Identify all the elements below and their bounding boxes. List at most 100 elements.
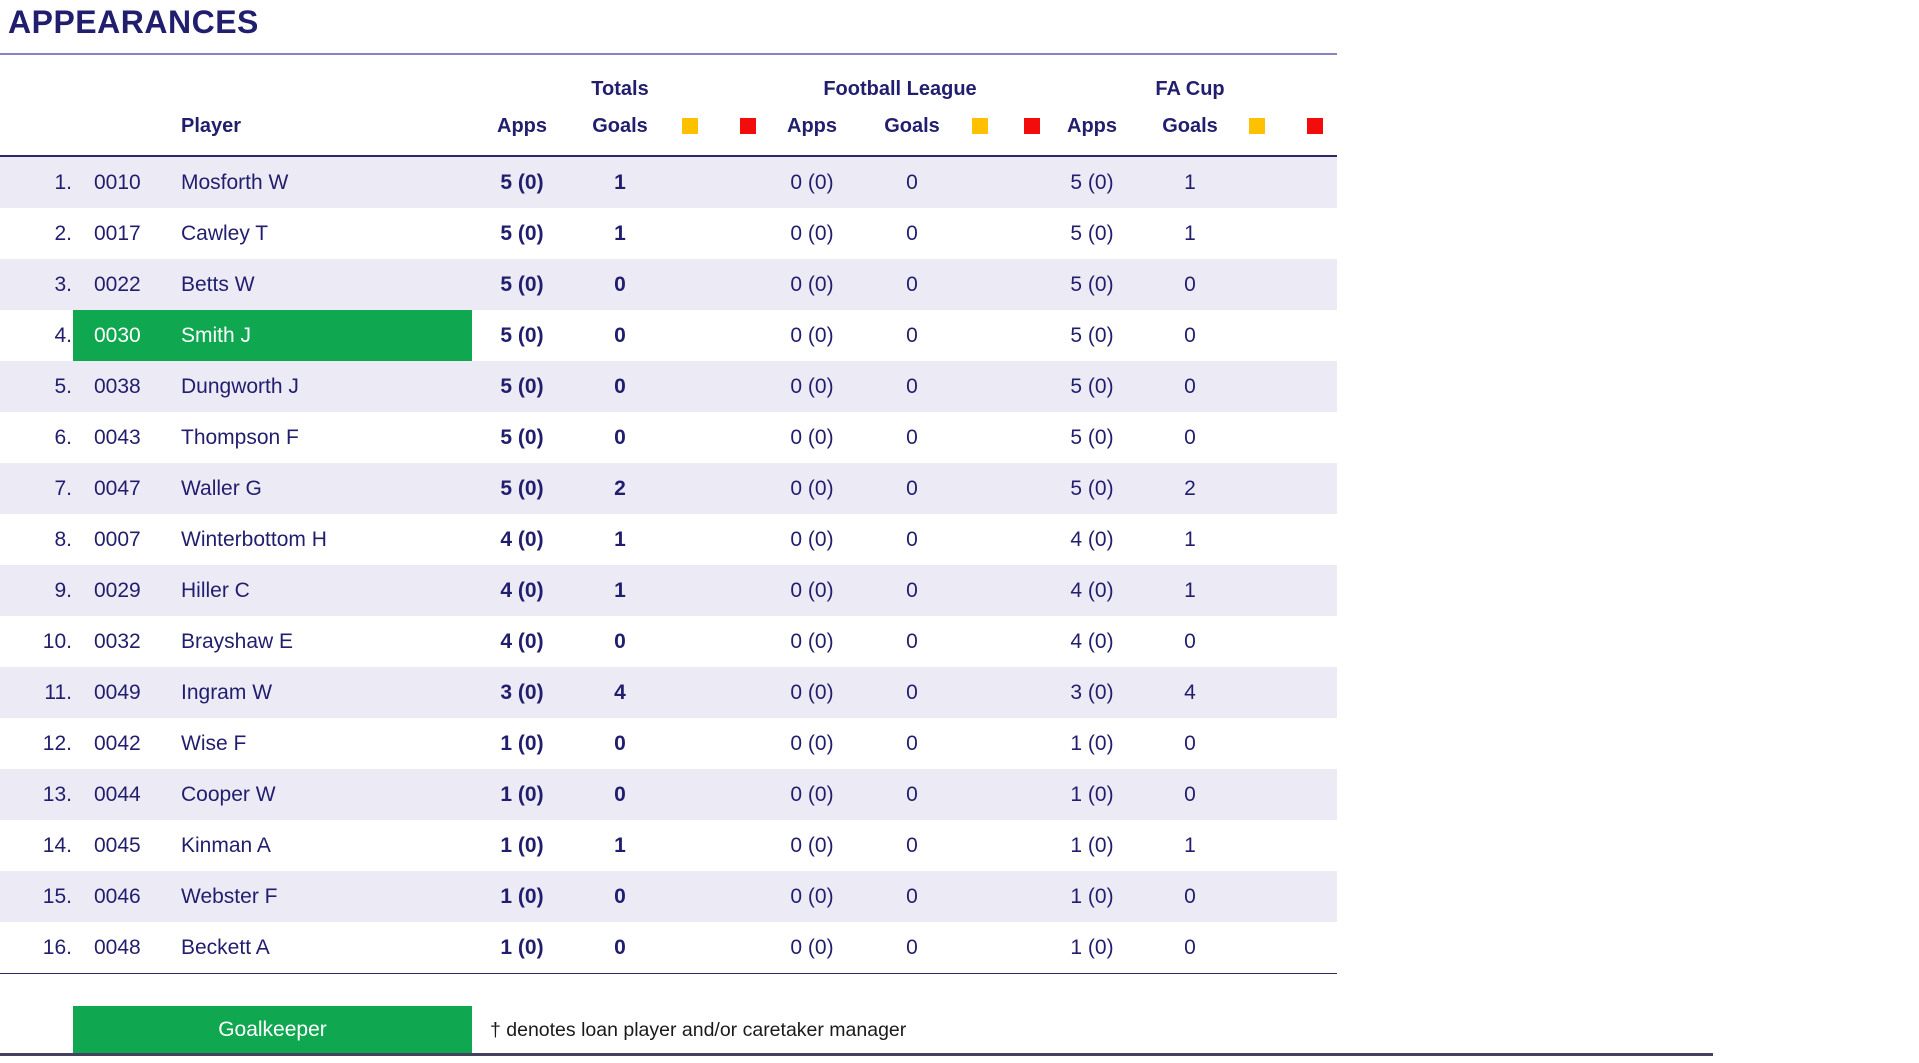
facup-apps-cell: 5 (0)	[1070, 375, 1114, 398]
player-id-cell: 0042	[94, 732, 141, 755]
fl-goals-cell: 0	[906, 171, 918, 194]
facup-apps-cell: 5 (0)	[1070, 477, 1114, 500]
fl-goals-cell: 0	[906, 579, 918, 602]
totals-goals-cell: 4	[614, 681, 626, 704]
footnote-text: † denotes loan player and/or caretaker m…	[490, 1019, 907, 1041]
totals-apps-cell: 4 (0)	[500, 528, 544, 551]
facup-apps-cell: 1 (0)	[1070, 885, 1114, 908]
totals-goals-cell: 1	[614, 528, 626, 551]
totals-goals-cell: 0	[614, 732, 626, 755]
fl-apps-cell: 0 (0)	[790, 528, 834, 551]
yellow-card-icon	[682, 118, 698, 134]
player-name-cell: Ingram W	[181, 681, 273, 704]
player-name-cell: Mosforth W	[181, 171, 289, 194]
totals-goals-cell: 0	[614, 885, 626, 908]
fl-goals-cell: 0	[906, 732, 918, 755]
totals-apps-cell: 3 (0)	[500, 681, 544, 704]
fl-apps-cell: 0 (0)	[790, 783, 834, 806]
player-name-cell: Beckett A	[181, 936, 270, 959]
totals-apps-cell: 5 (0)	[500, 171, 544, 194]
table-row: 16. 0048 Beckett A 1 (0) 0 0 (0) 0 1 (0)…	[0, 922, 1337, 973]
rank-cell: 7.	[54, 477, 72, 500]
player-name-cell: Cawley T	[181, 222, 269, 245]
header-rule	[0, 155, 1337, 157]
table-row: 5. 0038 Dungworth J 5 (0) 0 0 (0) 0 5 (0…	[0, 361, 1337, 412]
column-header-player: Player	[181, 115, 242, 137]
facup-apps-cell: 1 (0)	[1070, 834, 1114, 857]
fl-goals-cell: 0	[906, 834, 918, 857]
totals-goals-cell: 1	[614, 579, 626, 602]
player-id-cell: 0022	[94, 273, 141, 296]
facup-apps-cell: 4 (0)	[1070, 630, 1114, 653]
facup-goals-cell: 0	[1184, 324, 1196, 347]
totals-apps-cell: 5 (0)	[500, 426, 544, 449]
player-name-cell: Webster F	[181, 885, 278, 908]
table-row: 1. 0010 Mosforth W 5 (0) 1 0 (0) 0 5 (0)…	[0, 157, 1337, 208]
player-name-cell: Betts W	[181, 273, 255, 296]
totals-apps-cell: 4 (0)	[500, 579, 544, 602]
goalkeeper-highlight	[73, 310, 472, 361]
player-name-cell: Thompson F	[181, 426, 299, 449]
table-bottom-rule	[0, 973, 1337, 974]
fl-apps-cell: 0 (0)	[790, 222, 834, 245]
player-id-cell: 0010	[94, 171, 141, 194]
legend-goalkeeper-swatch: Goalkeeper	[73, 1006, 472, 1054]
group-header-football-league: Football League	[823, 78, 977, 100]
rank-cell: 15.	[42, 885, 72, 908]
player-name-cell: Cooper W	[181, 783, 276, 806]
rank-cell: 2.	[54, 222, 72, 245]
facup-goals-cell: 0	[1184, 885, 1196, 908]
fl-apps-cell: 0 (0)	[790, 426, 834, 449]
player-id-cell: 0047	[94, 477, 141, 500]
column-header-fl-apps: Apps	[787, 115, 837, 137]
player-id-cell: 0007	[94, 528, 141, 551]
fl-apps-cell: 0 (0)	[790, 681, 834, 704]
totals-goals-cell: 1	[614, 222, 626, 245]
totals-goals-cell: 0	[614, 630, 626, 653]
table-row: 3. 0022 Betts W 5 (0) 0 0 (0) 0 5 (0) 0	[0, 259, 1337, 310]
page-title: APPEARANCES	[8, 4, 259, 40]
table-row: 4. 0030 Smith J 5 (0) 0 0 (0) 0 5 (0) 0	[0, 310, 1337, 361]
group-header-fa-cup: FA Cup	[1155, 78, 1225, 100]
fl-goals-cell: 0	[906, 375, 918, 398]
fl-goals-cell: 0	[906, 477, 918, 500]
page-bottom-rule	[0, 1053, 1713, 1056]
facup-goals-cell: 4	[1184, 681, 1196, 704]
facup-apps-cell: 5 (0)	[1070, 426, 1114, 449]
facup-goals-cell: 0	[1184, 936, 1196, 959]
table-row: 9. 0029 Hiller C 4 (0) 1 0 (0) 0 4 (0) 1	[0, 565, 1337, 616]
player-name-cell: Brayshaw E	[181, 630, 294, 653]
column-header-facup-apps: Apps	[1067, 115, 1117, 137]
totals-goals-cell: 1	[614, 171, 626, 194]
fl-goals-cell: 0	[906, 222, 918, 245]
rank-cell: 5.	[54, 375, 72, 398]
rank-cell: 9.	[54, 579, 72, 602]
totals-apps-cell: 5 (0)	[500, 273, 544, 296]
facup-goals-cell: 1	[1184, 834, 1196, 857]
player-name-cell: Waller G	[181, 477, 262, 500]
fl-apps-cell: 0 (0)	[790, 630, 834, 653]
player-id-cell: 0049	[94, 681, 141, 704]
player-id-cell: 0046	[94, 885, 141, 908]
player-name-cell: Dungworth J	[181, 375, 299, 398]
table-row: 2. 0017 Cawley T 5 (0) 1 0 (0) 0 5 (0) 1	[0, 208, 1337, 259]
fl-goals-cell: 0	[906, 324, 918, 347]
totals-apps-cell: 1 (0)	[500, 834, 544, 857]
rank-cell: 14.	[42, 834, 72, 857]
table-row: 10. 0032 Brayshaw E 4 (0) 0 0 (0) 0 4 (0…	[0, 616, 1337, 667]
rank-cell: 10.	[42, 630, 72, 653]
facup-apps-cell: 5 (0)	[1070, 171, 1114, 194]
player-id-cell: 0045	[94, 834, 141, 857]
facup-apps-cell: 1 (0)	[1070, 732, 1114, 755]
fl-apps-cell: 0 (0)	[790, 936, 834, 959]
totals-goals-cell: 0	[614, 426, 626, 449]
red-card-icon	[740, 118, 756, 134]
rank-cell: 11.	[44, 681, 72, 704]
player-name-cell: Hiller C	[181, 579, 250, 602]
column-header-facup-goals: Goals	[1162, 115, 1218, 137]
facup-goals-cell: 0	[1184, 273, 1196, 296]
player-name-cell: Winterbottom H	[181, 528, 327, 551]
player-id-cell: 0017	[94, 222, 141, 245]
table-row: 7. 0047 Waller G 5 (0) 2 0 (0) 0 5 (0) 2	[0, 463, 1337, 514]
facup-apps-cell: 3 (0)	[1070, 681, 1114, 704]
